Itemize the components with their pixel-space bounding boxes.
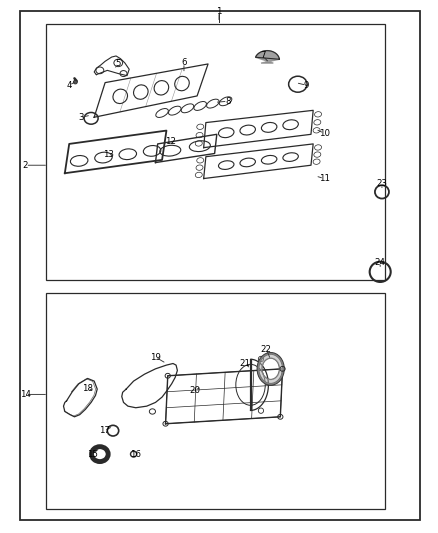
Text: 4: 4 [67, 81, 72, 90]
Text: 15: 15 [87, 450, 99, 458]
Text: 13: 13 [103, 150, 114, 159]
Text: 23: 23 [376, 180, 388, 188]
Text: 9: 9 [304, 81, 309, 90]
Text: 16: 16 [130, 450, 141, 458]
Text: 18: 18 [82, 384, 93, 392]
Ellipse shape [73, 80, 77, 84]
Text: 1: 1 [216, 7, 222, 16]
Text: 22: 22 [261, 345, 272, 353]
Polygon shape [255, 51, 279, 63]
Text: 7: 7 [260, 52, 265, 60]
Text: 24: 24 [374, 258, 386, 266]
Text: 6: 6 [181, 59, 187, 67]
Text: 8: 8 [225, 97, 230, 106]
Bar [46, 24, 385, 280]
Polygon shape [258, 353, 283, 384]
Text: 3: 3 [78, 113, 84, 122]
Text: 19: 19 [150, 353, 161, 361]
Text: 12: 12 [165, 137, 177, 146]
Text: 14: 14 [20, 390, 31, 399]
Text: 5: 5 [116, 60, 121, 68]
Text: 21: 21 [240, 359, 251, 368]
Bar [46, 293, 385, 509]
Text: 11: 11 [318, 174, 330, 183]
Text: 17: 17 [99, 426, 110, 435]
Text: 10: 10 [318, 129, 330, 138]
Text: 20: 20 [189, 386, 201, 394]
Text: 2: 2 [23, 161, 28, 169]
